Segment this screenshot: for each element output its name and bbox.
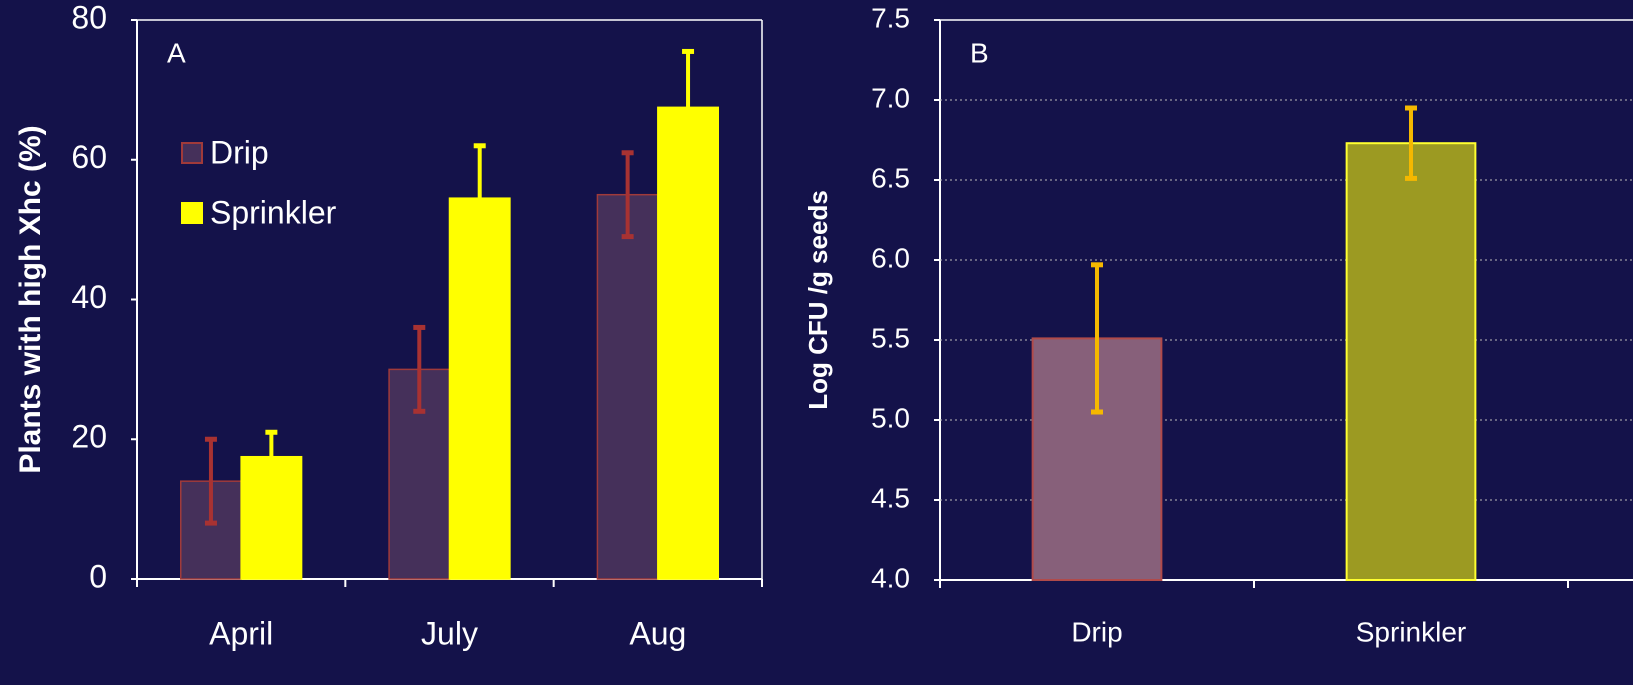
legend-label: Sprinkler xyxy=(210,194,337,230)
bar xyxy=(1345,142,1477,581)
y-tick-label: 7.5 xyxy=(871,2,910,33)
panel-label: A xyxy=(167,37,186,68)
x-tick-label: July xyxy=(421,615,478,651)
panel-label: B xyxy=(970,37,989,68)
legend-swatch xyxy=(181,202,203,224)
bar xyxy=(596,193,659,580)
error-bar xyxy=(413,324,426,414)
error-bar xyxy=(1091,262,1103,415)
y-tick-label: 5.5 xyxy=(871,322,910,353)
y-axis-label: Plants with high Xhc (%) xyxy=(14,125,47,473)
x-tick-label: Drip xyxy=(1071,616,1122,647)
y-tick-label: 6.5 xyxy=(871,162,910,193)
bar xyxy=(657,106,719,580)
x-tick-label: April xyxy=(209,615,273,651)
error-bar xyxy=(265,429,278,457)
y-axis-label: Log CFU /g seeds xyxy=(803,190,833,410)
y-tick-label: 20 xyxy=(71,419,107,455)
y-tick-label: 5.0 xyxy=(871,402,910,433)
error-bar xyxy=(473,143,486,199)
y-tick-label: 0 xyxy=(89,558,107,594)
y-tick-label: 60 xyxy=(71,139,107,175)
x-tick-label: Aug xyxy=(629,615,686,651)
legend-label: Drip xyxy=(210,134,269,170)
y-tick-label: 7.0 xyxy=(871,82,910,113)
y-tick-label: 6.0 xyxy=(871,242,910,273)
y-tick-label: 4.0 xyxy=(871,562,910,593)
x-tick-label: Sprinkler xyxy=(1356,616,1466,647)
bar xyxy=(240,455,303,580)
legend-swatch xyxy=(181,142,203,164)
error-bar xyxy=(1405,105,1417,181)
y-tick-label: 4.5 xyxy=(871,482,910,513)
bar xyxy=(448,197,511,580)
y-tick-label: 80 xyxy=(71,0,107,35)
error-bar xyxy=(204,436,217,526)
y-tick-label: 40 xyxy=(71,279,107,315)
error-bar xyxy=(621,150,634,240)
bar xyxy=(180,480,242,580)
error-bar xyxy=(682,48,695,108)
